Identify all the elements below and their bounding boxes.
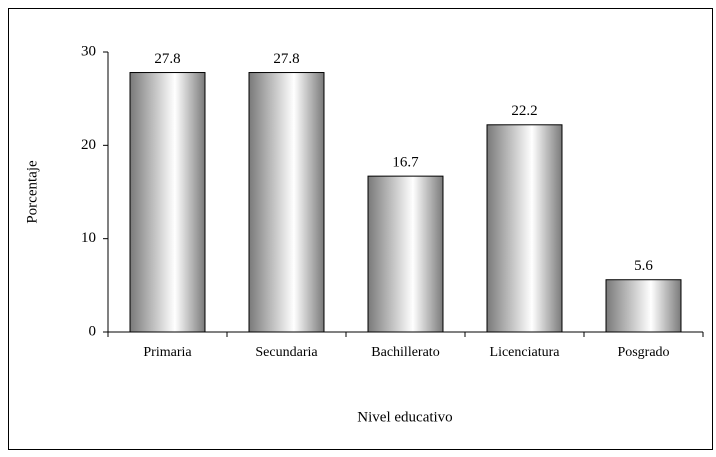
value-label: 5.6	[634, 258, 653, 274]
value-label: 27.8	[154, 51, 180, 67]
y-axis-label: Porcentaje	[24, 160, 40, 224]
bar	[605, 279, 682, 333]
x-tick-label: Licenciatura	[490, 345, 561, 360]
x-tick-label: Primaria	[143, 345, 192, 360]
x-tick-label: Secundaria	[255, 345, 318, 360]
x-tick-label: Bachillerato	[371, 345, 439, 360]
value-label: 27.8	[273, 51, 299, 67]
y-tick-label: 0	[89, 323, 97, 339]
x-axis-label: Nivel educativo	[357, 409, 452, 425]
value-label: 16.7	[392, 155, 419, 171]
bar	[248, 72, 325, 333]
y-tick-label: 30	[81, 43, 96, 59]
x-tick-label: Posgrado	[617, 345, 669, 360]
bar	[486, 124, 563, 333]
y-tick-label: 20	[81, 137, 96, 153]
chart-border	[8, 8, 713, 450]
bar	[367, 175, 444, 333]
y-tick-label: 10	[81, 230, 96, 246]
value-label: 22.2	[511, 103, 537, 119]
bar	[129, 72, 206, 333]
